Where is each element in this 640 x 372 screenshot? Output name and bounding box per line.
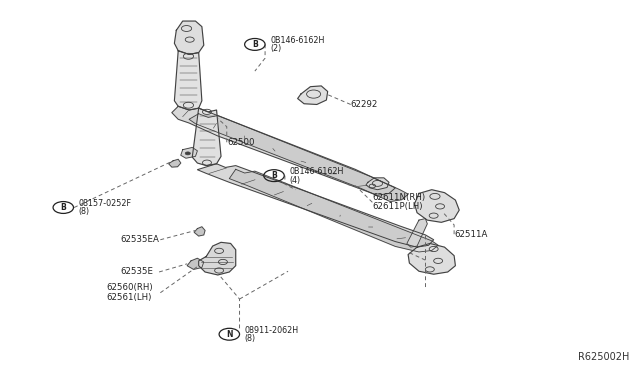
Text: (2): (2): [270, 44, 282, 53]
Polygon shape: [415, 190, 460, 222]
Text: 62535E: 62535E: [121, 267, 154, 276]
Text: 08911-2062H: 08911-2062H: [244, 326, 299, 335]
Text: R625002H: R625002H: [579, 352, 630, 362]
Polygon shape: [408, 243, 456, 274]
Polygon shape: [187, 258, 204, 269]
Text: B: B: [60, 203, 66, 212]
Text: 08157-0252F: 08157-0252F: [79, 199, 132, 208]
Polygon shape: [229, 169, 438, 252]
Polygon shape: [189, 114, 408, 202]
Polygon shape: [197, 164, 434, 247]
Polygon shape: [407, 219, 428, 247]
Text: 62511A: 62511A: [454, 230, 488, 239]
Text: (4): (4): [289, 176, 300, 185]
Polygon shape: [192, 108, 221, 166]
Text: 62500: 62500: [227, 138, 255, 147]
Text: 62535EA: 62535EA: [121, 235, 159, 244]
Text: (8): (8): [79, 208, 90, 217]
Text: B: B: [271, 171, 277, 180]
Text: 0B146-6162H: 0B146-6162H: [289, 167, 344, 176]
Polygon shape: [194, 227, 205, 236]
Polygon shape: [298, 86, 328, 105]
Text: N: N: [226, 330, 232, 339]
Polygon shape: [198, 242, 236, 275]
Polygon shape: [169, 159, 180, 167]
Polygon shape: [366, 178, 389, 190]
Text: 62611N(RH): 62611N(RH): [372, 193, 426, 202]
Polygon shape: [174, 21, 204, 54]
Text: 0B146-6162H: 0B146-6162H: [270, 36, 324, 45]
Text: (8): (8): [244, 334, 256, 343]
Text: B: B: [252, 40, 258, 49]
Text: 62560(RH): 62560(RH): [106, 283, 153, 292]
Circle shape: [185, 152, 190, 155]
Polygon shape: [174, 51, 202, 110]
Polygon shape: [180, 147, 197, 158]
Text: 62292: 62292: [351, 100, 378, 109]
Text: 62611P(LH): 62611P(LH): [372, 202, 423, 211]
Polygon shape: [172, 106, 396, 195]
Text: 62561(LH): 62561(LH): [106, 293, 152, 302]
